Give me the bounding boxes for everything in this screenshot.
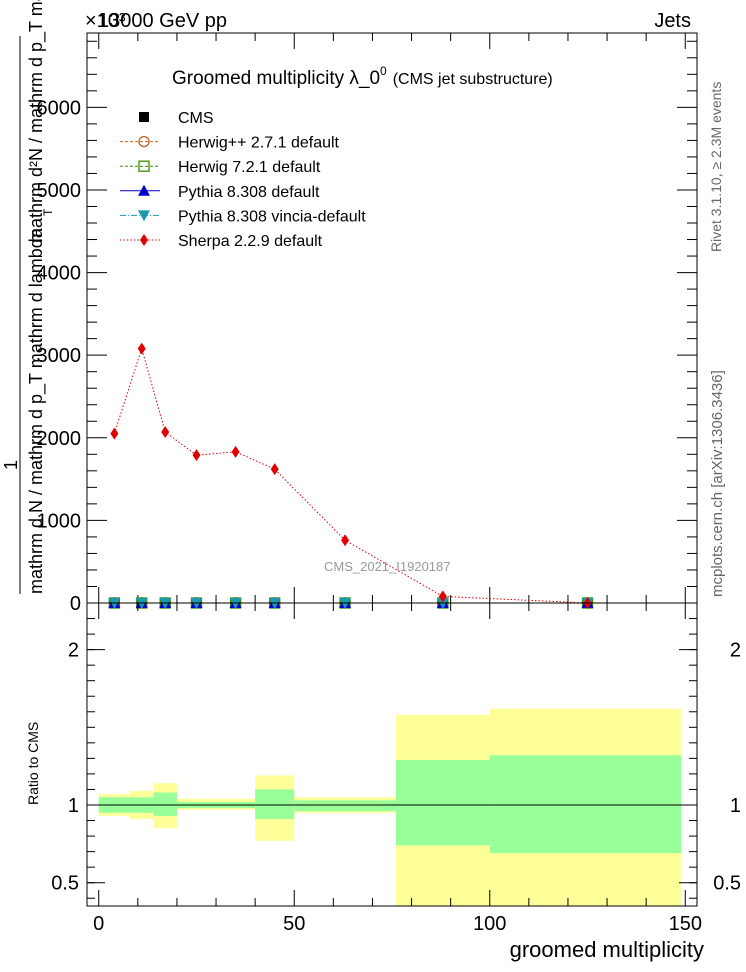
legend-marker xyxy=(138,184,150,196)
legend-label: Herwig++ 2.7.1 default xyxy=(178,135,340,152)
data-point xyxy=(231,445,240,458)
main-ytick-label: 4000 xyxy=(37,263,82,285)
ratio-inner-band xyxy=(153,792,177,816)
main-ytick-label: 6000 xyxy=(37,97,82,119)
legend-marker xyxy=(138,160,150,172)
mcplots-label: mcplots.cern.ch [arXiv:1306.3436] xyxy=(709,370,726,597)
chart-title-sup: 0 xyxy=(380,64,387,78)
ratio-ytick-label-right: 0.5 xyxy=(713,873,741,895)
x-axis-label: groomed multiplicity xyxy=(510,937,704,962)
legend-label: CMS xyxy=(178,110,214,127)
process-label: Jets xyxy=(654,10,691,32)
legend-label: Pythia 8.308 vincia-default xyxy=(178,208,366,225)
ratio-inner-band xyxy=(294,800,396,812)
legend-label: Herwig 7.2.1 default xyxy=(178,159,321,176)
legend-item: Herwig 7.2.1 default xyxy=(120,159,321,176)
xtick-label: 0 xyxy=(93,913,104,935)
ratio-ytick-label: 1 xyxy=(68,795,79,817)
legend-marker xyxy=(138,135,150,148)
legend-item: Herwig++ 2.7.1 default xyxy=(120,135,340,152)
main-ytick-label: 0 xyxy=(70,593,81,615)
main-ytick-label: 2000 xyxy=(37,428,82,450)
series-sherpa-2-2-9-default xyxy=(110,342,592,609)
xtick-label: 50 xyxy=(283,913,305,935)
ratio-inner-band xyxy=(395,759,490,846)
ratio-inner-band xyxy=(489,755,682,854)
ratio-ylabel: Ratio to CMS xyxy=(25,722,41,805)
main-plot: 0 1000 2000 3000 4000 5000 6000 xyxy=(37,32,698,615)
data-point xyxy=(192,449,201,462)
legend-marker xyxy=(139,112,149,122)
ratio-ytick-label: 0.5 xyxy=(51,873,79,895)
main-ytick-label: 3000 xyxy=(37,345,82,367)
ylabel-denominator: mathrm d N / mathrm d p_T mathrm d lambd… xyxy=(26,227,47,594)
energy-label: 13000 GeV pp xyxy=(98,10,227,32)
legend-item: CMS xyxy=(139,110,214,127)
data-point xyxy=(270,463,279,476)
legend-marker xyxy=(138,210,150,222)
chart-title-main: Groomed multiplicity λ_0 xyxy=(172,68,380,89)
main-ytick-label: 5000 xyxy=(37,180,82,202)
data-point xyxy=(161,426,170,438)
legend-label: Pythia 8.308 default xyxy=(178,184,320,201)
ratio-frame xyxy=(86,602,698,907)
xtick-label: 150 xyxy=(669,913,702,935)
rivet-label: Rivet 3.1.10, ≥ 2.3M events xyxy=(708,82,724,252)
chart-title-suffix: (CMS jet substructure) xyxy=(393,71,553,88)
analysis-watermark: CMS_2021_I1920187 xyxy=(324,559,451,574)
legend-marker xyxy=(140,234,148,246)
main-ylabel: mathrm d²N / mathrm d p_T mathrm d lambd… xyxy=(1,0,55,594)
legend-item: Pythia 8.308 vincia-default xyxy=(120,208,366,225)
ylabel-subscript: T xyxy=(41,208,55,216)
exponent-label: ×10³ xyxy=(85,10,126,32)
legend-label: Sherpa 2.2.9 default xyxy=(178,233,323,250)
ratio-ytick-label-right: 1 xyxy=(730,795,741,817)
ratio-plot: 0.5 0.5 1 1 2 2 0 50 100 150 xyxy=(51,602,741,935)
data-point xyxy=(110,427,119,440)
xtick-label: 100 xyxy=(473,913,506,935)
data-point xyxy=(341,534,350,547)
ratio-inner-band xyxy=(255,789,295,819)
data-point xyxy=(438,590,447,603)
ylabel-right: mathrm d²N / mathrm d p_T mathrm d lambd… xyxy=(26,0,47,243)
data-point xyxy=(137,342,146,355)
legend-item: Sherpa 2.2.9 default xyxy=(120,233,323,250)
ratio-ytick-label-right: 2 xyxy=(730,640,741,662)
legend-item: Pythia 8.308 default xyxy=(120,184,320,201)
chart-title: Groomed multiplicity λ_00 (CMS jet substr… xyxy=(172,64,553,89)
ratio-ytick-label: 2 xyxy=(68,640,79,662)
legend: CMS Herwig++ 2.7.1 default Herwig 7.2.1 de… xyxy=(120,110,366,250)
ylabel-numerator: 1 xyxy=(1,460,21,470)
main-ytick-label: 1000 xyxy=(37,510,82,532)
